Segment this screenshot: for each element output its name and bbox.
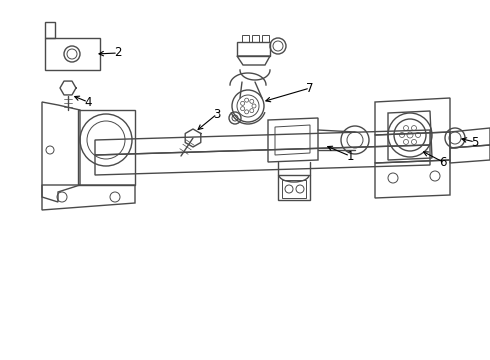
- Text: 7: 7: [306, 81, 314, 94]
- Text: 5: 5: [471, 135, 479, 148]
- Text: 3: 3: [213, 108, 220, 121]
- Text: 6: 6: [439, 156, 447, 168]
- Text: 2: 2: [114, 46, 122, 59]
- Text: 1: 1: [346, 149, 354, 162]
- Text: 4: 4: [84, 95, 92, 108]
